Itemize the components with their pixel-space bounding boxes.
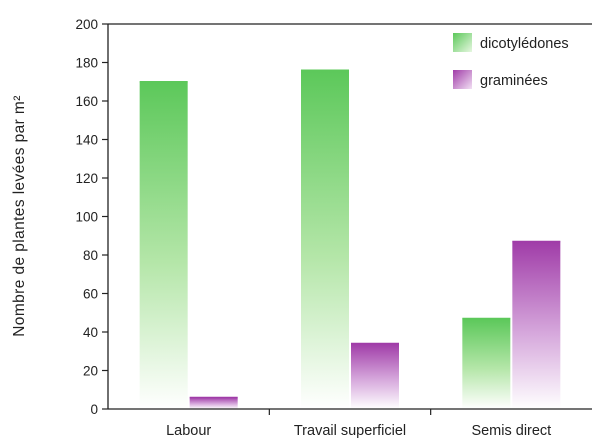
legend-label-graminees: graminées [480,73,548,89]
y-tick-label: 100 [75,210,98,225]
bar-graminees-travail-superficiel [351,343,399,409]
y-ticks-group: 0 20 40 60 80 100 120 140 160 180 200 [75,17,108,417]
y-tick-label: 180 [75,56,98,71]
bars-group [139,69,561,409]
y-axis-label: Nombre de plantes levées par m² [11,95,28,337]
y-tick-label: 60 [83,287,98,302]
y-tick-label: 200 [75,17,98,32]
y-tick-label: 20 [83,364,98,379]
y-tick-label: 120 [75,171,98,186]
y-tick-label: 140 [75,133,98,148]
legend-swatch-dicotyledones [453,33,472,52]
y-tick-label: 160 [75,94,98,109]
x-category-label-labour: Labour [166,423,211,439]
y-tick-label: 40 [83,325,98,340]
x-ticks-group: Labour Travail superficiel Semis direct [166,409,551,439]
legend: dicotylédones graminées [453,33,569,89]
bar-dicotyledones-labour [139,81,188,409]
y-tick-label: 0 [90,402,98,417]
bar-dicotyledones-semis-direct [462,318,511,409]
legend-label-dicotyledones: dicotylédones [480,36,569,52]
x-category-label-travail-superficiel: Travail superficiel [294,423,406,439]
legend-swatch-graminees [453,70,472,89]
x-category-label-semis-direct: Semis direct [471,423,551,439]
bar-graminees-semis-direct [512,241,561,409]
y-tick-label: 80 [83,248,98,263]
bar-dicotyledones-travail-superficiel [301,70,349,409]
bar-graminees-labour [189,397,238,409]
